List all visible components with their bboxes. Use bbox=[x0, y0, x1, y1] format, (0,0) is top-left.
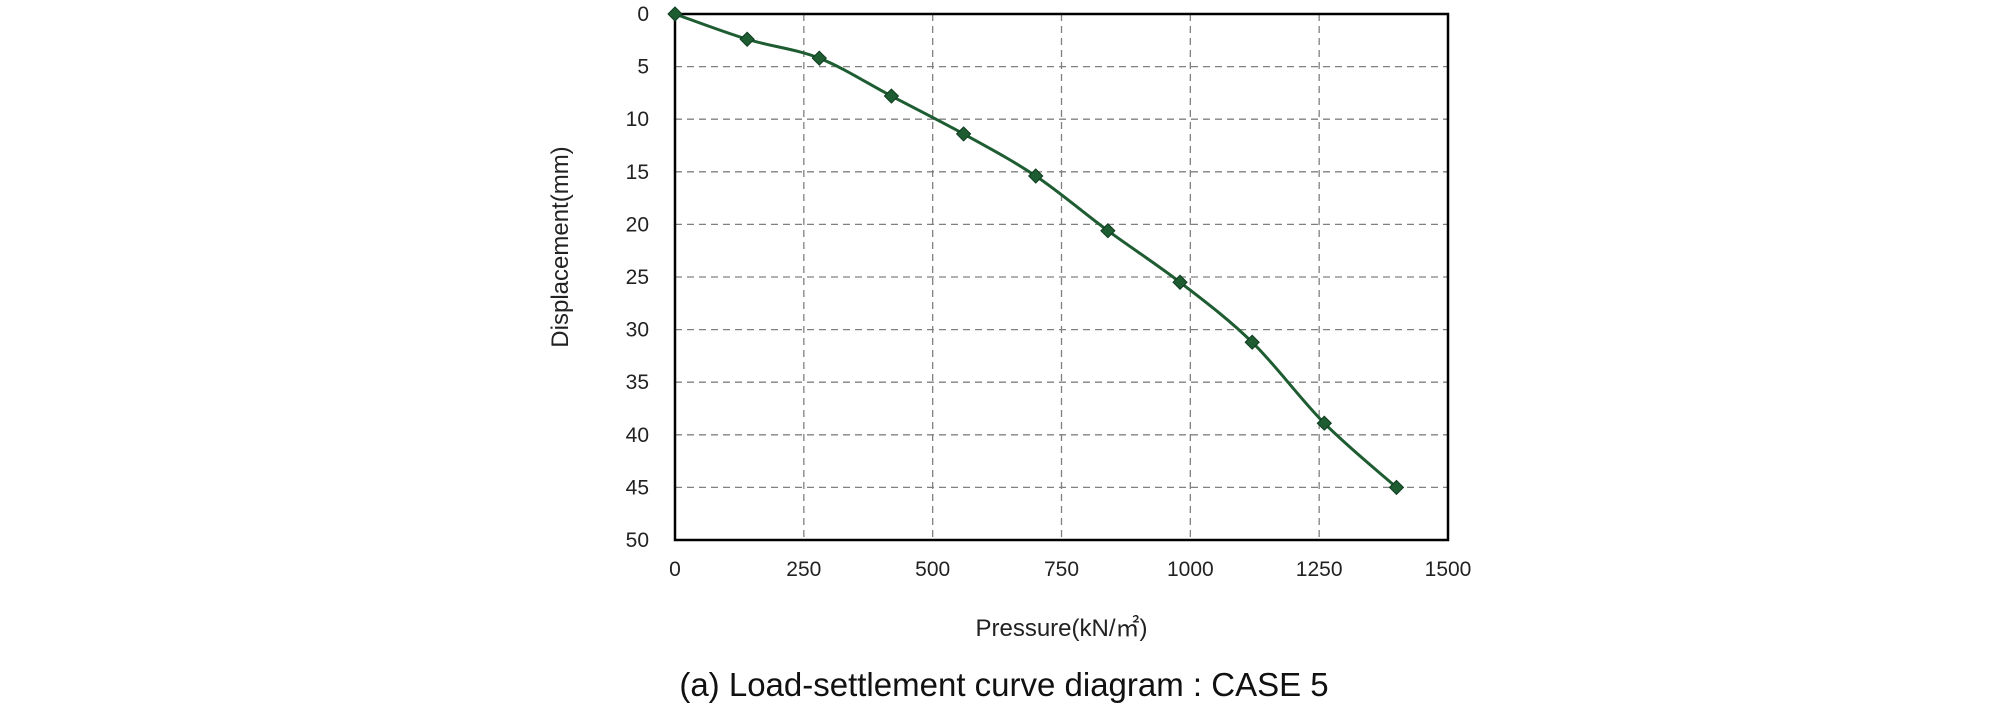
figure-caption: (a) Load-settlement curve diagram : CASE… bbox=[679, 666, 1328, 703]
y-tick-label: 0 bbox=[637, 3, 649, 26]
y-axis-title: Displacement(mm) bbox=[547, 146, 574, 347]
y-tick-label: 25 bbox=[626, 266, 649, 289]
x-axis-title: Pressure(kN/㎡) bbox=[975, 615, 1147, 642]
data-point bbox=[883, 88, 900, 104]
y-axis-ticks: 0 5 10 15 20 25 30 35 40 45 50 bbox=[626, 3, 649, 552]
series-group bbox=[667, 6, 1405, 496]
plot-area bbox=[673, 12, 1450, 542]
grid-lines bbox=[675, 14, 1448, 540]
y-tick-label: 40 bbox=[626, 424, 649, 447]
series-line bbox=[674, 12, 1398, 489]
x-axis-ticks: 0 250 500 750 1000 1250 1500 bbox=[669, 558, 1471, 581]
x-tick-label: 1500 bbox=[1425, 558, 1472, 581]
data-point bbox=[1388, 479, 1405, 496]
y-tick-label: 45 bbox=[626, 476, 649, 499]
data-point bbox=[667, 6, 683, 22]
data-point bbox=[1100, 223, 1116, 239]
data-point bbox=[811, 50, 828, 66]
y-tick-label: 30 bbox=[626, 319, 649, 342]
data-point bbox=[1028, 168, 1044, 184]
y-tick-label: 15 bbox=[626, 161, 649, 184]
data-point bbox=[955, 126, 972, 142]
y-tick-label: 50 bbox=[626, 529, 649, 552]
y-tick-label: 35 bbox=[626, 371, 649, 394]
y-tick-label: 10 bbox=[626, 108, 649, 131]
data-point bbox=[1244, 334, 1260, 350]
x-tick-label: 250 bbox=[786, 558, 821, 581]
data-point bbox=[739, 31, 755, 47]
x-tick-label: 0 bbox=[669, 558, 681, 581]
x-tick-label: 750 bbox=[1044, 558, 1079, 581]
data-point bbox=[1172, 274, 1188, 290]
y-tick-label: 5 bbox=[637, 56, 649, 79]
x-tick-label: 1000 bbox=[1167, 558, 1214, 581]
y-tick-label: 20 bbox=[626, 213, 649, 236]
data-point bbox=[1316, 415, 1333, 431]
x-tick-label: 500 bbox=[915, 558, 950, 581]
x-tick-label: 1250 bbox=[1296, 558, 1343, 581]
